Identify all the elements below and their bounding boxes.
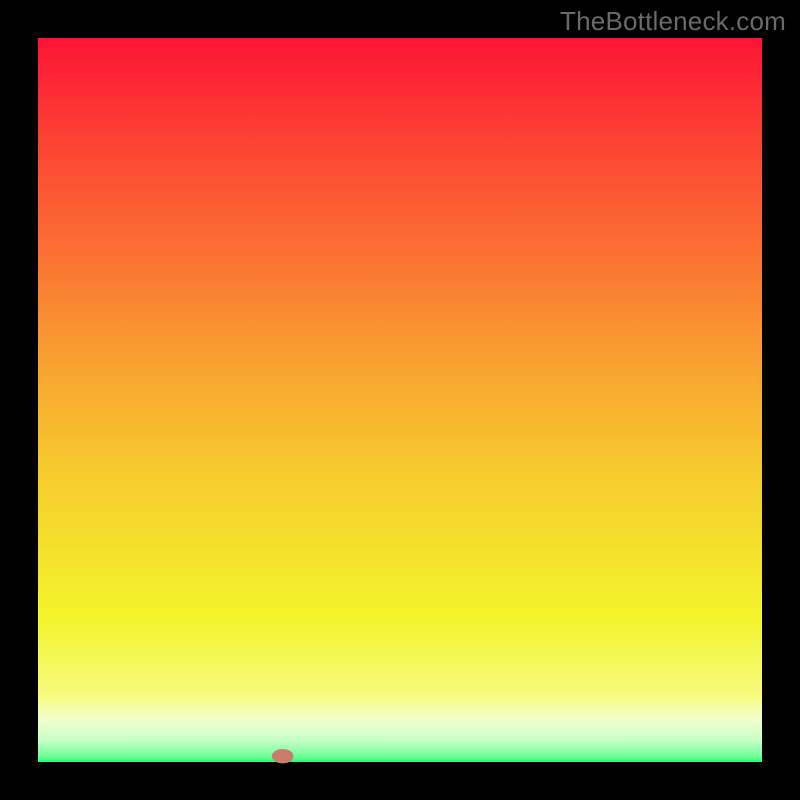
chart-frame: TheBottleneck.com [0, 0, 800, 800]
curve-right-branch [279, 180, 762, 762]
curve-left-branch [63, 38, 279, 762]
bottleneck-marker [272, 749, 294, 763]
chart-svg [38, 38, 762, 762]
watermark-text: TheBottleneck.com [560, 6, 786, 37]
plot-area [38, 38, 762, 762]
